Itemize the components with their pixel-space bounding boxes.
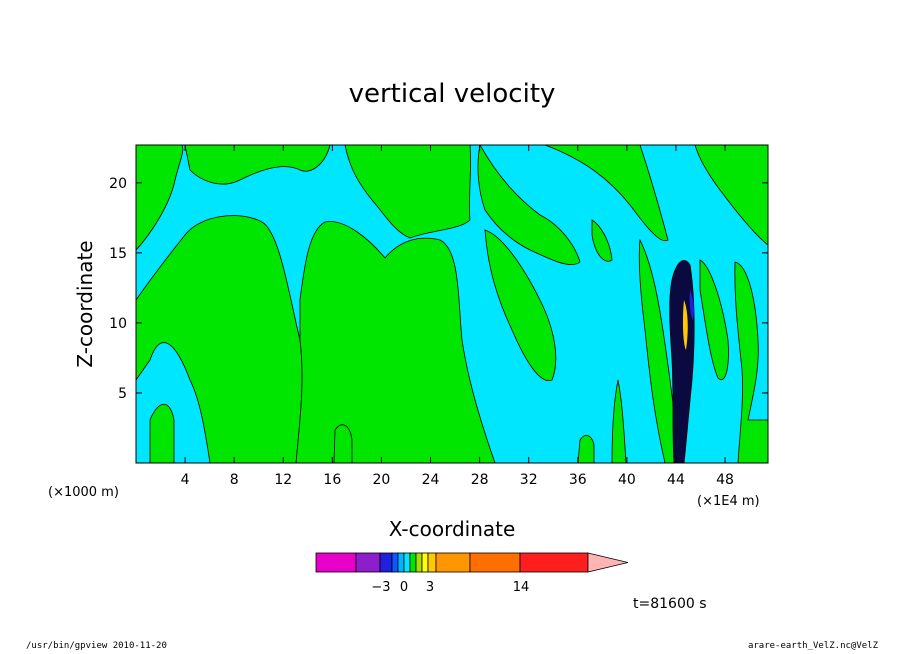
y-tick-label: 20 [109,176,127,192]
colorbar-swatch [409,552,417,573]
updraft-region [694,145,768,246]
x-tick-label: 20 [373,472,391,488]
updraft-region [638,238,683,463]
x-tick-label: 12 [274,472,292,488]
x-tick-label: 48 [716,472,734,488]
colorbar-swatch [415,552,423,573]
y-tick-label: 5 [118,386,127,402]
colorbar-swatch [403,552,411,573]
x-tick-label: 36 [569,472,587,488]
y-tick-label: 10 [109,316,127,332]
velocity-field [136,145,768,463]
updraft-region [699,259,729,381]
x-tick-label: 32 [520,472,538,488]
x-unit-right: (×1E4 m) [697,494,760,509]
colorbar-arrow [587,552,629,573]
x-axis-label: X-coordinate [389,517,516,541]
colorbar-swatch [397,552,405,573]
colorbar-swatch [391,552,399,573]
colorbar-swatch [469,552,521,573]
core-highlight [682,300,688,350]
updraft-region [577,435,595,463]
updraft-region [734,261,768,463]
updraft-region [544,145,669,242]
colorbar-swatch [435,552,471,573]
x-tick-label: 40 [618,472,636,488]
x-axis: 4 8 12 16 20 24 28 32 36 40 44 48 [181,145,734,488]
updraft-region [477,145,581,266]
colorbar-swatch [519,552,589,573]
updraft-region [136,145,184,251]
colorbar-label: 0 [400,580,408,595]
colorbar-swatch [421,552,429,573]
y-axis: 5 10 15 20 [109,176,768,402]
chart-title: vertical velocity [349,79,556,109]
x-tick-label: 28 [471,472,489,488]
updraft-region [344,145,471,239]
footer-right: arare-earth_VelZ.nc@VelZ [747,641,878,651]
colorbar-label: 3 [426,580,434,595]
core-highlight [689,290,694,320]
colorbar-labels: −3 0 3 14 [371,580,529,595]
colorbar-swatch [427,552,437,573]
plot-frame [135,144,769,464]
x-tick-label: 16 [323,472,341,488]
updraft-region [611,379,627,463]
y-tick-label: 15 [109,246,127,262]
updraft-region [184,145,331,185]
updraft-region [333,424,353,463]
updraft-region [149,403,175,463]
updraft-region [591,219,613,262]
colorbar-swatch [355,552,381,573]
footer-left: /usr/bin/gpview 2010-11-20 [26,641,167,651]
x-tick-label: 24 [422,472,440,488]
x-unit-left: (×1000 m) [48,485,119,500]
x-tick-label: 4 [181,472,190,488]
colorbar-swatch [315,552,357,573]
updraft-region [484,229,557,381]
x-tick-label: 44 [667,472,685,488]
colorbar-swatch [379,552,393,573]
x-tick-label: 8 [230,472,239,488]
colorbar [315,552,629,573]
colorbar-label: 14 [513,580,530,595]
y-axis-label: Z-coordinate [73,240,97,367]
time-label: t=81600 s [633,596,707,612]
colorbar-label: −3 [371,580,390,595]
strong-core-region [669,260,695,463]
updraft-region [295,221,496,463]
